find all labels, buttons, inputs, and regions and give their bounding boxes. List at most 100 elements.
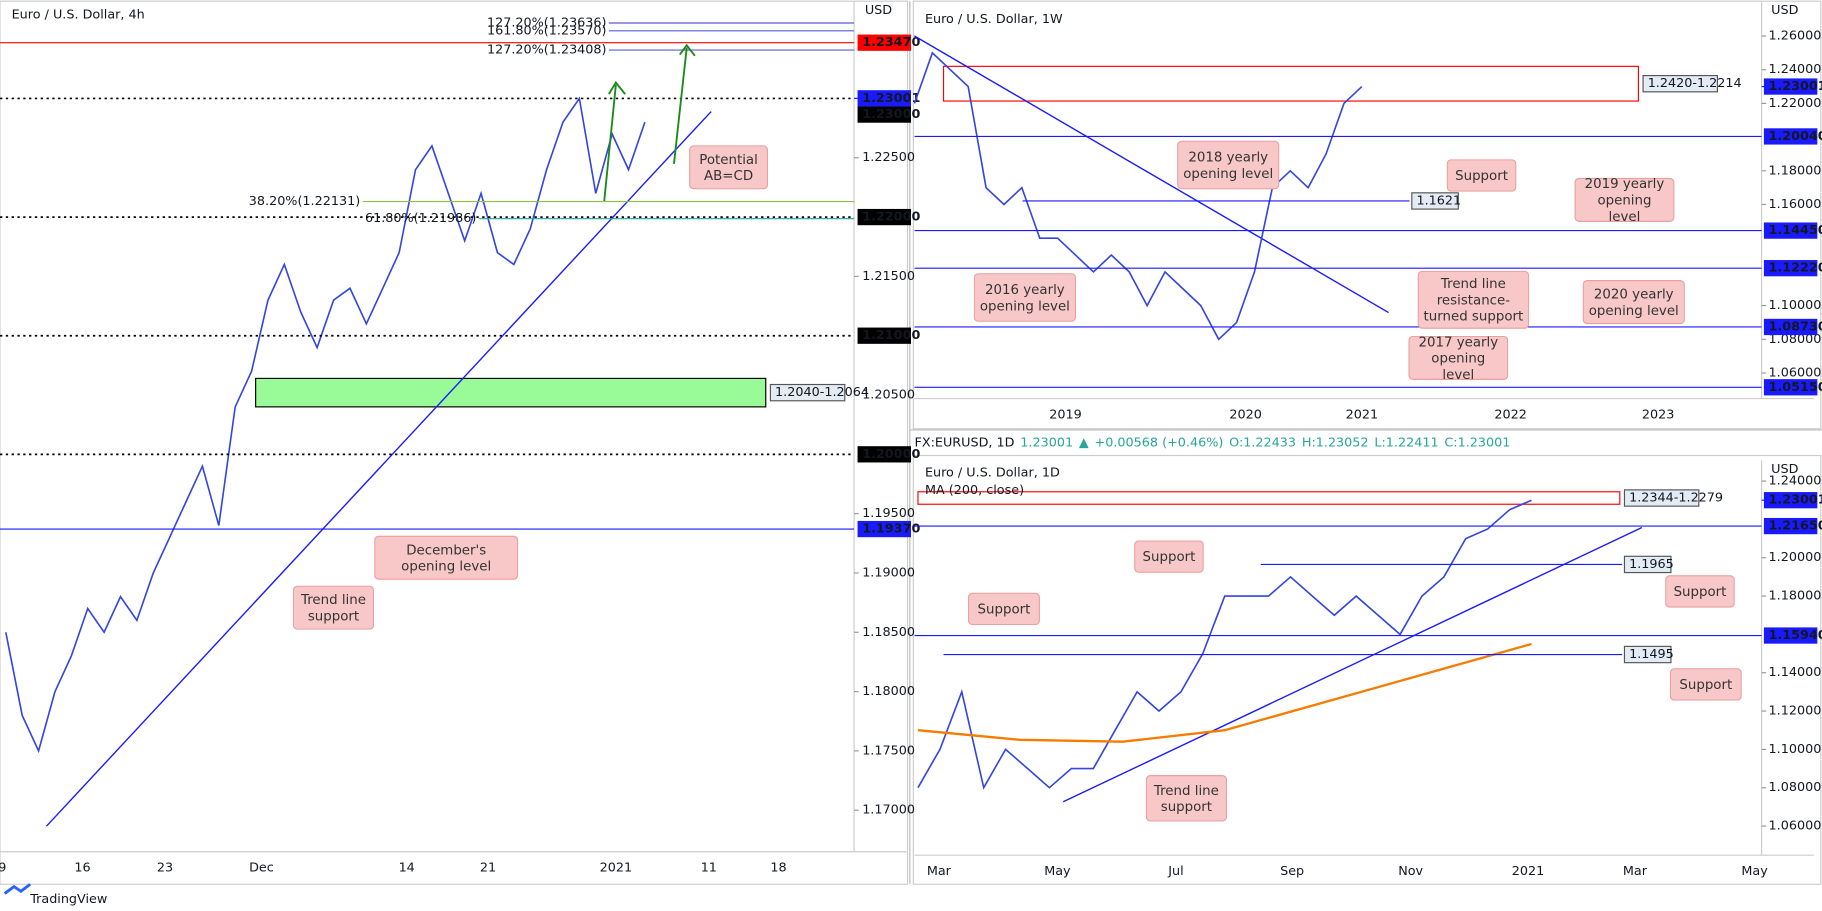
level-label: 1.23470 (862, 35, 920, 50)
level-label-box (1763, 222, 1818, 239)
level-label: 1.23000 (862, 107, 920, 122)
annotation-text: Potential AB=CD (689, 145, 769, 190)
y-tick-label: 1.10000 (1769, 742, 1822, 757)
level-label-box (1763, 517, 1818, 535)
y-tick-label: 1.18500 (862, 625, 915, 640)
x-tick-label: 23 (157, 861, 173, 876)
level-label-box (857, 208, 911, 226)
annotation-text: Trend line support (1145, 775, 1228, 822)
chart-title: Euro / U.S. Dollar, 1D (925, 465, 1060, 480)
annotation: Potential AB=CD (689, 145, 769, 190)
annotation-text: Trend line resistance-turned support (1417, 270, 1530, 329)
zone-label-box (1623, 489, 1700, 507)
zone-label-box (769, 383, 846, 402)
y-tick-label: 1.14000 (1769, 665, 1822, 680)
level-label-box (1623, 555, 1672, 574)
trend-line (45, 111, 712, 827)
level-label: 1.14450 (1769, 223, 1822, 238)
fib-label: 61.80%(1.21986) (365, 211, 476, 226)
annotation: 2016 yearly opening level (973, 273, 1077, 322)
level-label: 1.21000 (862, 328, 920, 343)
level-label-box (857, 90, 911, 107)
y-tick-label: 1.24000 (1769, 62, 1822, 77)
annotation: Support (1446, 159, 1517, 192)
annotation-text: Support (1134, 540, 1204, 573)
y-tick-label: 1.16000 (1769, 197, 1822, 212)
y-tick-label: 1.20000 (1769, 550, 1822, 565)
annotation: 2017 yearly opening level (1408, 335, 1509, 380)
annotation-text: 2019 yearly opening level (1574, 177, 1675, 222)
level-label: 1.1495 (1629, 647, 1674, 662)
level-label: 1.12220 (1769, 261, 1822, 276)
logo (3, 883, 32, 895)
y-tick-label: 1.19000 (862, 565, 915, 580)
x-tick-label: Dec (249, 861, 274, 876)
y-tick-label: 1.24000 (1769, 474, 1822, 489)
price-line (5, 96, 646, 754)
annotation-text: Support (967, 592, 1040, 626)
header-item: L:1.22411 (1374, 435, 1438, 450)
trend-line (1062, 526, 1643, 803)
zone (942, 65, 1639, 102)
zone (255, 377, 767, 408)
annotation: Support (1665, 575, 1735, 608)
annotation-text: 2020 yearly opening level (1582, 280, 1685, 325)
header: FX:EURUSD, 1D 1.23001 ▲ +0.00568 (+0.46%) O:… (914, 435, 1510, 450)
zone-label: 1.2040-1.2064 (775, 385, 869, 400)
level-label-box (1763, 78, 1818, 95)
y-tick-label: 1.19500 (862, 506, 915, 521)
level-label-box (857, 106, 911, 123)
arrow (603, 80, 626, 202)
level-label-box (857, 520, 911, 538)
fib-label: 38.20%(1.22131) (249, 194, 360, 209)
level-label-box (1411, 192, 1459, 210)
annotation-text: 2018 yearly opening level (1177, 140, 1280, 190)
annotation: 2020 yearly opening level (1582, 280, 1685, 325)
x-tick-label: 2021 (1346, 407, 1379, 422)
annotation-text: December's opening level (374, 535, 519, 580)
y-tick-label: 1.08000 (1769, 780, 1822, 795)
y-tick-label: 1.20500 (862, 388, 915, 403)
level-label: 1.23001 (1769, 493, 1822, 508)
x-tick-label: 9 (0, 861, 6, 876)
header-item: O:1.22433 (1229, 435, 1296, 450)
annotation: Trend line resistance-turned support (1417, 270, 1530, 329)
fib-label: 127.20%(1.23636) (487, 15, 607, 30)
header-item: H:1.23052 (1302, 435, 1369, 450)
ma-line (917, 642, 1532, 743)
x-tick-label: 16 (74, 861, 90, 876)
y-tick-label: 1.10000 (1769, 298, 1822, 313)
y-tick-label: 1.22500 (862, 150, 915, 165)
y-tick-label: 1.22000 (1769, 96, 1822, 111)
y-tick-label: 1.12000 (1769, 704, 1822, 719)
annotation: Trend line support (1145, 775, 1228, 822)
zone (917, 491, 1621, 505)
y-tick-label: 1.21500 (862, 269, 915, 284)
level-label-box (1763, 627, 1818, 644)
annotation: Support (967, 592, 1040, 626)
annotation-text: Support (1665, 575, 1735, 608)
level-label: 1.21650 (1769, 519, 1822, 534)
price-line (917, 499, 1532, 790)
footer: TradingView (29, 892, 107, 907)
x-tick-label: Nov (1398, 864, 1423, 879)
level-label: 1.05150 (1769, 380, 1822, 395)
y-tick-label: 1.06000 (1769, 365, 1822, 380)
x-tick-label: Mar (1623, 864, 1648, 879)
x-tick-label: 18 (770, 861, 786, 876)
level-label-box (1763, 128, 1818, 145)
level-label-box (1763, 260, 1818, 277)
x-tick-label: 2023 (1642, 407, 1675, 422)
header-item: ▲ (1079, 435, 1089, 450)
annotation-text: 2017 yearly opening level (1408, 335, 1509, 380)
y-tick-label: 1.06000 (1769, 819, 1822, 834)
x-tick-label: 21 (480, 861, 496, 876)
level-label-box (857, 446, 911, 463)
level-label-box (1763, 318, 1818, 336)
zone-label: 1.2344-1.2279 (1629, 491, 1723, 506)
annotation: December's opening level (374, 535, 519, 580)
price-line (913, 51, 1363, 341)
x-tick-label: 14 (399, 861, 415, 876)
unit-label: USD (1771, 462, 1798, 477)
